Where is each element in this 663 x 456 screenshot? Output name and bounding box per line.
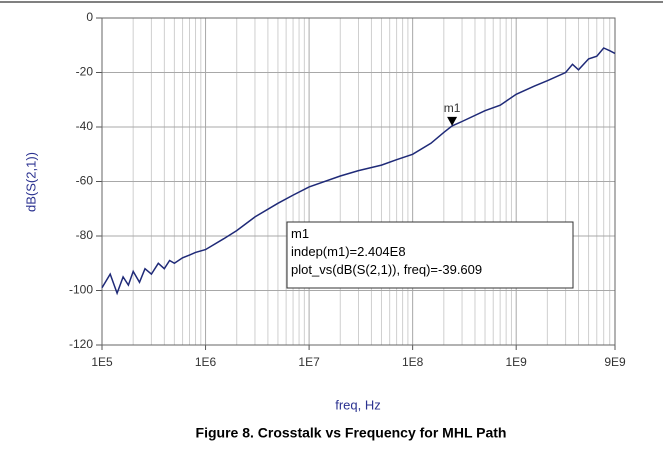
y-tick-label: -100 xyxy=(69,283,93,297)
y-tick-label: 0 xyxy=(86,10,93,24)
y-tick-label: -80 xyxy=(76,228,94,242)
marker-readout: m1 xyxy=(291,226,309,241)
marker-readout: indep(m1)=2.404E8 xyxy=(291,244,406,259)
y-axis-label: dB(S(2,1)) xyxy=(23,152,38,212)
marker-triangle xyxy=(447,116,458,126)
x-axis-label: freq, Hz xyxy=(335,397,381,412)
plot-frame xyxy=(101,17,616,346)
x-tick-label: 1E7 xyxy=(298,355,320,369)
x-tick-label: 1E6 xyxy=(195,355,217,369)
x-tick-label: 1E5 xyxy=(91,355,113,369)
y-tick-label: -20 xyxy=(76,65,94,79)
series-line xyxy=(101,47,616,296)
y-tick-label: -60 xyxy=(76,174,94,188)
marker-readout: plot_vs(dB(S(2,1)), freq)=-39.609 xyxy=(291,262,482,277)
y-tick-label: -120 xyxy=(69,337,93,351)
marker-box xyxy=(286,221,574,289)
caption: Figure 8. Crosstalk vs Frequency for MHL… xyxy=(196,425,507,441)
x-tick-label: 1E9 xyxy=(506,355,528,369)
x-tick-label: 1E8 xyxy=(402,355,424,369)
marker-label: m1 xyxy=(444,101,461,115)
y-tick-label: -40 xyxy=(76,119,94,133)
x-tick-label: 9E9 xyxy=(604,355,626,369)
